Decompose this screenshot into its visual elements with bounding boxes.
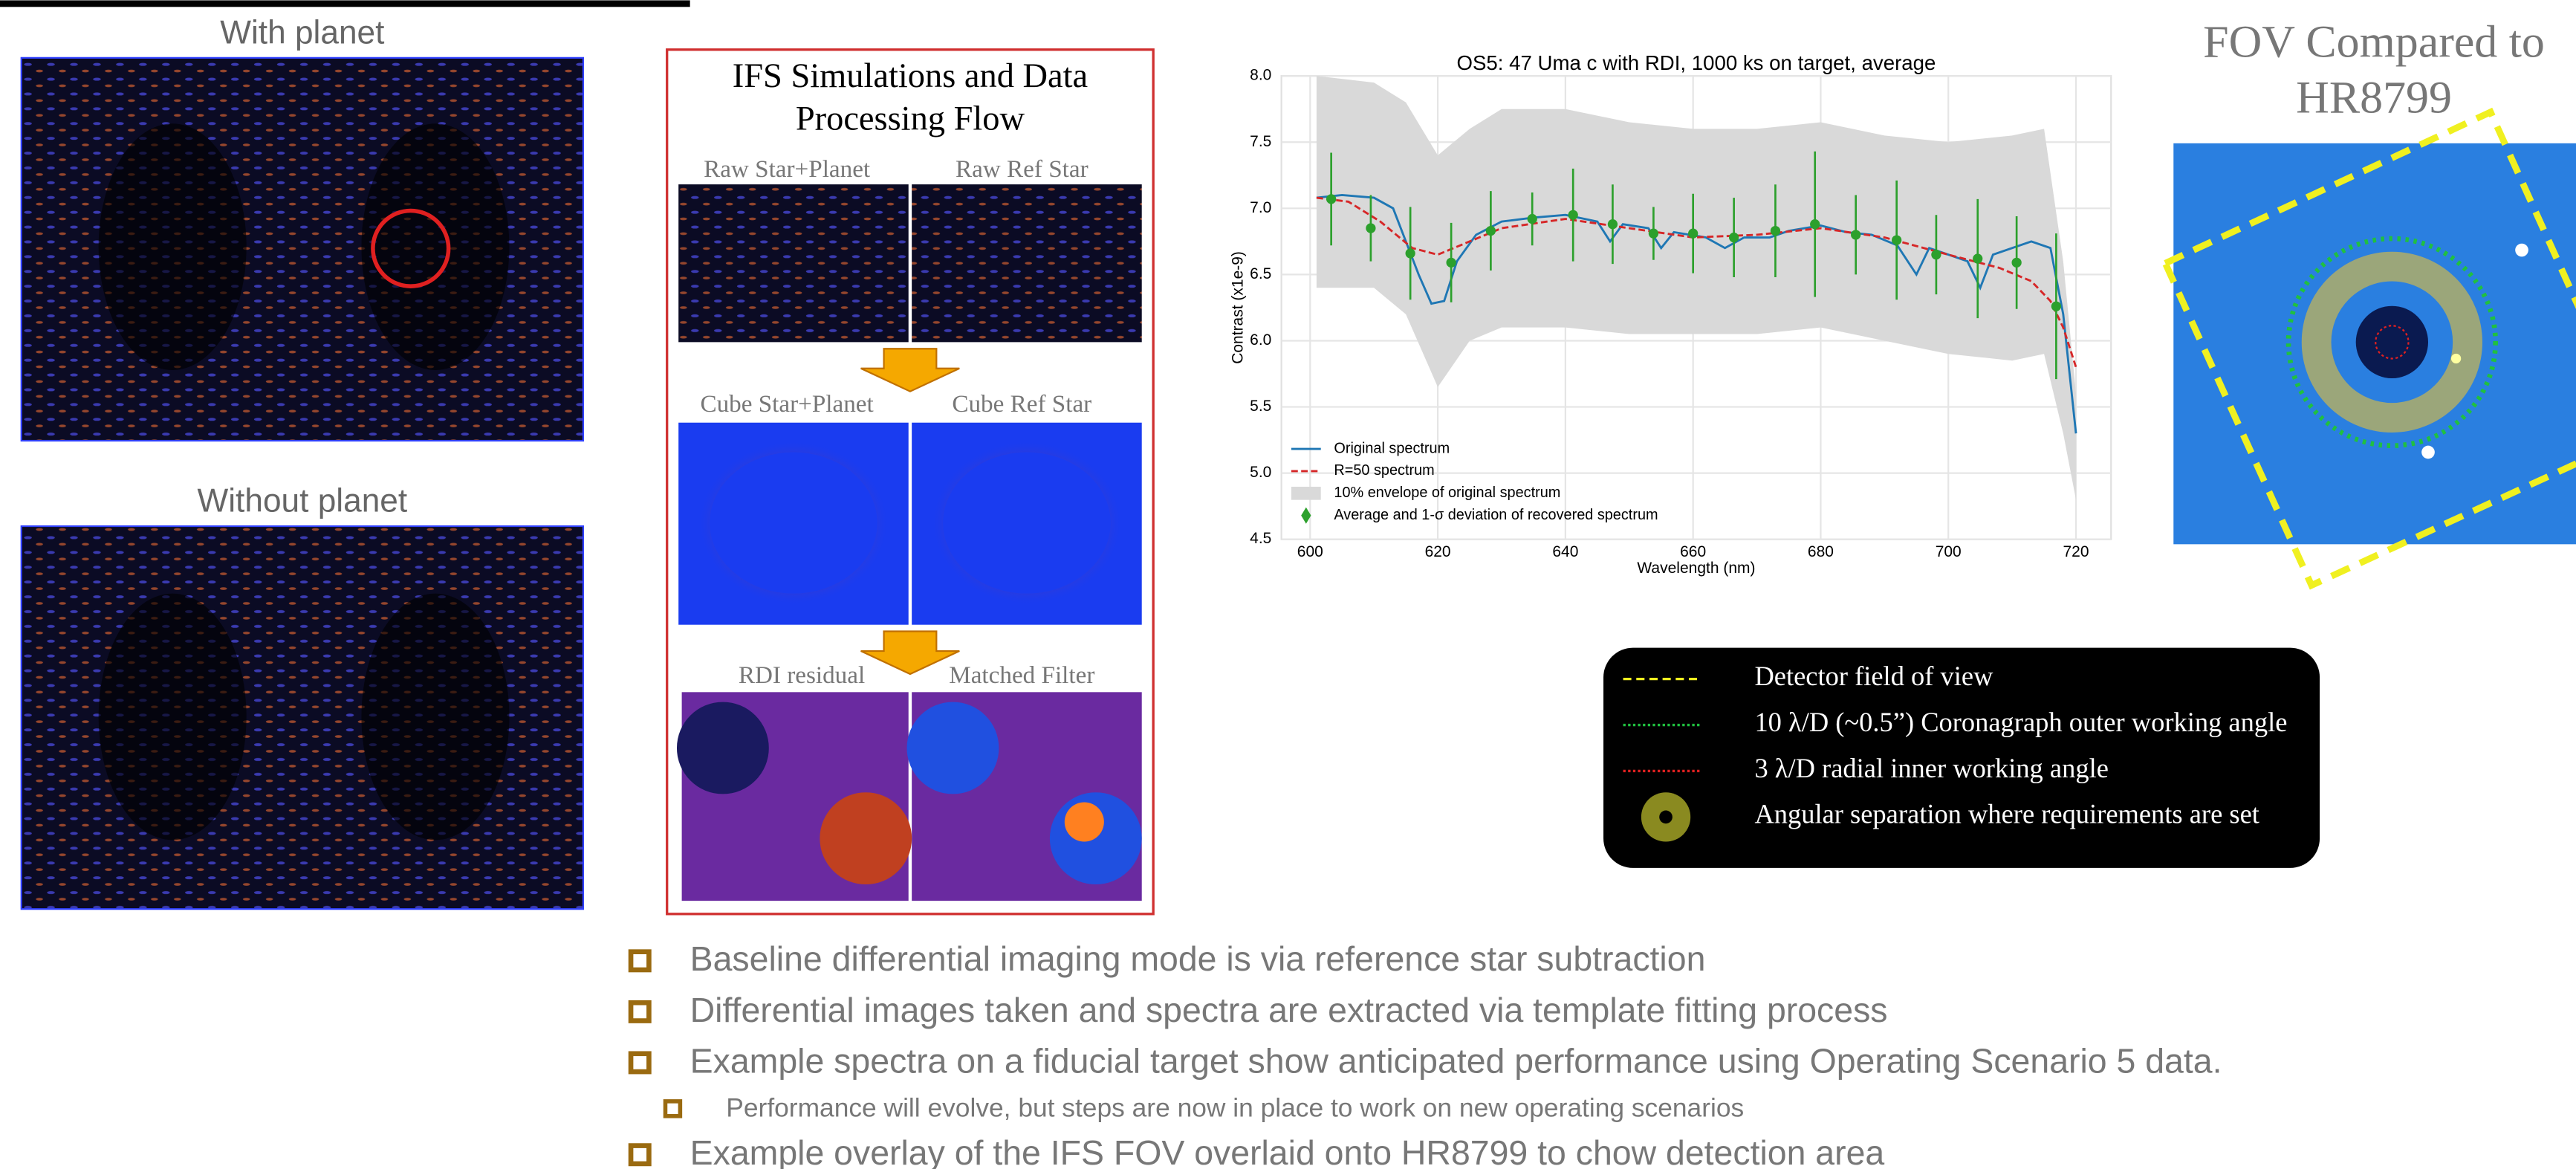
x-tick-label: 700 bbox=[1936, 543, 1962, 560]
data-point bbox=[1366, 223, 1375, 233]
slide: With planet Without planet IFS Simulatio… bbox=[0, 0, 2576, 1169]
bullet bbox=[665, 1101, 680, 1116]
legend-glyph bbox=[1659, 811, 1673, 824]
legend-swatch bbox=[1291, 487, 1321, 500]
legend-text: Average and 1-σ deviation of recovered s… bbox=[1334, 507, 1658, 523]
data-point bbox=[1406, 248, 1415, 258]
legend-text: 10% envelope of original spectrum bbox=[1334, 485, 1560, 501]
data-point bbox=[1688, 229, 1698, 239]
legend-text: Original spectrum bbox=[1334, 440, 1450, 456]
bullet-text: Example spectra on a fiducial target sho… bbox=[690, 1041, 2222, 1080]
data-point bbox=[1892, 235, 1901, 245]
fov-title: HR8799 bbox=[2296, 73, 2452, 123]
data-point bbox=[1931, 250, 1941, 259]
y-tick-label: 4.5 bbox=[1250, 530, 1271, 547]
legend-text: Detector field of view bbox=[1754, 661, 1993, 691]
bullet bbox=[631, 1146, 649, 1164]
x-tick-label: 640 bbox=[1552, 543, 1578, 560]
image-blob bbox=[907, 702, 999, 794]
y-tick-label: 5.0 bbox=[1250, 464, 1271, 481]
panel-label: RDI residual bbox=[739, 661, 865, 689]
data-point bbox=[2051, 302, 2061, 311]
bullet-text: Baseline differential imaging mode is vi… bbox=[690, 939, 1706, 978]
bullet-text: Performance will evolve, but steps are n… bbox=[726, 1093, 1744, 1122]
x-tick-label: 680 bbox=[1808, 543, 1834, 560]
data-point bbox=[1326, 194, 1336, 204]
legend-text: Angular separation where requirements ar… bbox=[1754, 799, 2259, 829]
image-shade bbox=[99, 594, 247, 841]
data-point bbox=[1771, 226, 1780, 236]
flow-title: Processing Flow bbox=[796, 100, 1025, 138]
x-tick-label: 720 bbox=[2063, 543, 2089, 560]
y-tick-label: 5.5 bbox=[1250, 398, 1271, 415]
data-point bbox=[1528, 214, 1537, 224]
data-point bbox=[1851, 230, 1860, 239]
fov-title: FOV Compared to bbox=[2203, 17, 2545, 68]
bullet-text: Example overlay of the IFS FOV overlaid … bbox=[690, 1133, 1885, 1169]
x-tick-label: 660 bbox=[1680, 543, 1706, 560]
data-point bbox=[1568, 210, 1578, 220]
panel-label: With planet bbox=[220, 15, 384, 51]
page: With planet Without planet IFS Simulatio… bbox=[0, 0, 2576, 1169]
legend-text: R=50 spectrum bbox=[1334, 462, 1434, 479]
spectrum-chart: 600 620 640 660 680 700 720 4.5 5.0 5.5 6.0 6.5 7.0 7… bbox=[1230, 51, 2112, 577]
panel-label: Raw Star+Planet bbox=[704, 155, 871, 183]
data-point bbox=[1649, 229, 1658, 239]
planet bbox=[2451, 354, 2461, 363]
legend-text: 3 λ/D radial inner working angle bbox=[1754, 753, 2108, 783]
bullet bbox=[631, 952, 649, 970]
image-blob bbox=[677, 702, 769, 794]
y-tick-label: 8.0 bbox=[1250, 67, 1271, 84]
y-tick-label: 6.5 bbox=[1250, 265, 1271, 282]
panel-label: Cube Star+Planet bbox=[700, 390, 874, 418]
bullet bbox=[631, 1003, 649, 1020]
data-point bbox=[1608, 219, 1618, 229]
data-point bbox=[2012, 258, 2022, 268]
y-axis-label: Contrast (x1e-9) bbox=[1230, 251, 1247, 364]
image-shade bbox=[361, 123, 509, 370]
planet bbox=[2421, 446, 2435, 459]
x-tick-label: 600 bbox=[1297, 543, 1323, 560]
image-blob bbox=[820, 792, 912, 884]
coronagraph-mask bbox=[2356, 306, 2428, 378]
top-bar bbox=[0, 0, 690, 7]
image-shade bbox=[361, 594, 509, 841]
y-tick-label: 7.5 bbox=[1250, 133, 1271, 150]
bullet bbox=[631, 1054, 649, 1072]
legend-text: 10 λ/D (~0.5”) Coronagraph outer working… bbox=[1754, 707, 2287, 737]
panel-label: Cube Ref Star bbox=[952, 390, 1091, 418]
bullet-text: Differential images taken and spectra ar… bbox=[690, 991, 1888, 1029]
y-tick-label: 7.0 bbox=[1250, 199, 1271, 216]
panel-label: Matched Filter bbox=[949, 661, 1094, 689]
data-point bbox=[1810, 219, 1820, 229]
image-blob bbox=[1065, 802, 1104, 841]
panel-label: Raw Ref Star bbox=[956, 155, 1089, 183]
image bbox=[912, 184, 1142, 342]
y-tick-label: 6.0 bbox=[1250, 331, 1271, 349]
flow-title: IFS Simulations and Data bbox=[733, 57, 1088, 95]
data-point bbox=[1486, 226, 1496, 236]
panel-label: Without planet bbox=[198, 483, 408, 519]
image bbox=[678, 184, 909, 342]
data-point bbox=[1729, 233, 1739, 242]
image-shade bbox=[99, 123, 247, 370]
x-tick-label: 620 bbox=[1425, 543, 1451, 560]
planet bbox=[2515, 244, 2528, 257]
chart-title: OS5: 47 Uma c with RDI, 1000 ks on targe… bbox=[1457, 51, 1936, 74]
data-point bbox=[1973, 253, 1982, 263]
x-axis-label: Wavelength (nm) bbox=[1637, 560, 1755, 577]
data-point bbox=[1446, 258, 1456, 268]
